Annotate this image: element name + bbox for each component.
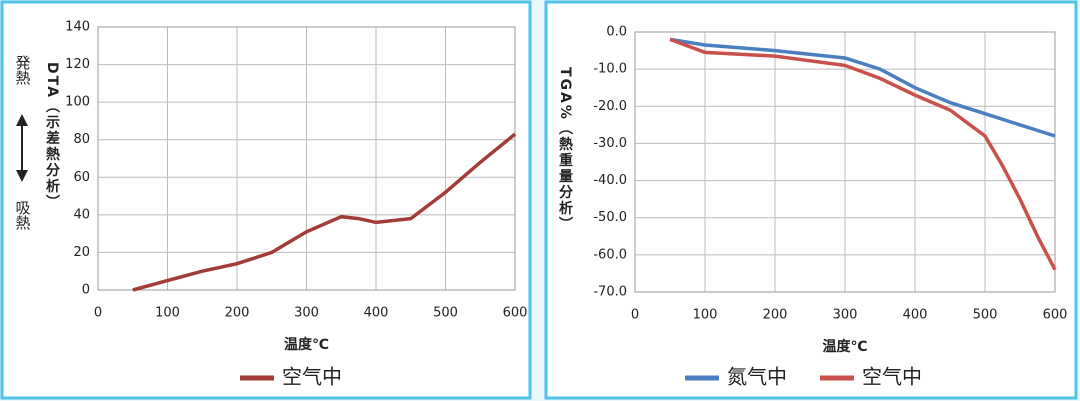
y-tick-label: 140	[65, 20, 90, 35]
plot-frame	[97, 26, 516, 291]
legend-label: 氮气中	[727, 365, 787, 389]
y-tick-label: 20	[73, 245, 90, 260]
y-tick-label: -60.0	[593, 247, 627, 262]
y-tick-label: -20.0	[593, 99, 627, 114]
annotation: 吸熱	[14, 200, 32, 230]
x-tick-label: 200	[225, 306, 250, 321]
x-axis-title: 温度℃	[823, 338, 868, 355]
x-tick-label: 600	[503, 306, 528, 321]
x-tick-label: 400	[364, 306, 389, 321]
x-tick-label: 600	[1043, 308, 1068, 323]
y-axis-title: TGA%（熱重量分析）	[557, 67, 574, 233]
x-tick-label: 100	[155, 306, 180, 321]
plot-frame	[634, 31, 1056, 293]
legend-label: 空气中	[282, 365, 342, 389]
x-tick-label: 200	[763, 308, 788, 323]
y-tick-label: 0.0	[606, 25, 627, 40]
y-tick-label: 120	[65, 57, 90, 72]
x-axis-title: 温度℃	[284, 336, 329, 353]
y-tick-label: -10.0	[593, 62, 627, 77]
y-tick-label: -70.0	[593, 285, 627, 300]
x-tick-label: 100	[693, 308, 718, 323]
series-line	[669, 37, 1057, 271]
x-tick-label: 0	[631, 308, 639, 323]
y-axis-title: DTA（示差熱分析）	[44, 62, 61, 211]
series-line	[669, 37, 1056, 138]
y-tick-label: -40.0	[593, 173, 627, 188]
y-tick-label: 40	[73, 207, 90, 222]
series-line	[132, 132, 517, 292]
x-tick-label: 400	[903, 308, 928, 323]
x-tick-label: 300	[833, 308, 858, 323]
y-tick-label: -30.0	[593, 136, 627, 151]
y-tick-label: 60	[73, 170, 90, 185]
legend-label: 空气中	[862, 365, 922, 389]
y-tick-label: 80	[73, 132, 90, 147]
y-tick-label: -50.0	[593, 210, 627, 225]
x-tick-label: 500	[973, 308, 998, 323]
y-tick-label: 100	[65, 95, 90, 110]
y-tick-label: 0	[82, 283, 90, 298]
x-tick-label: 0	[94, 306, 102, 321]
left-panel	[0, 0, 532, 400]
annotation: 発熱	[14, 55, 32, 85]
right-panel	[544, 0, 1078, 400]
x-tick-label: 300	[294, 306, 319, 321]
x-tick-label: 500	[433, 306, 458, 321]
